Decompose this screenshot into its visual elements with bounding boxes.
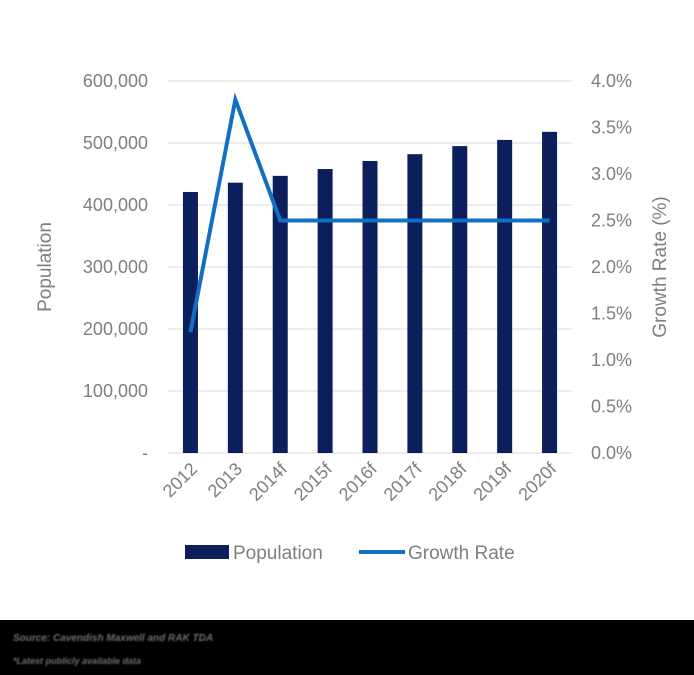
source-note: Source: Cavendish Maxwell and RAK TDA [13,633,214,644]
population-growth-chart: - 100,000 200,000 300,000 400,000 500,000 600,… [35,71,671,564]
x-axis-ticks: 2012 20132014f2015f2016f2017f2018f2019f20… [159,458,561,505]
population-bar [362,160,378,454]
x-axis-tick-label: 2014f [245,458,292,505]
legend-population-label: Population [233,543,323,564]
right-axis-tick-label: 2.0% [591,257,632,277]
right-axis-tick-label: 3.5% [591,118,632,138]
right-axis-tick-label: 4.0% [591,71,632,91]
right-axis-tick-label: 1.0% [591,350,632,370]
right-axis-tick-label: 0.0% [591,443,632,463]
left-axis-tick-label: 600,000 [83,71,148,91]
left-axis-tick-label: 400,000 [83,195,148,215]
x-axis-tick-label: 2012 [159,459,201,501]
left-axis-ticks: - 100,000 200,000 300,000 400,000 500,000 600,… [83,71,148,463]
right-axis-ticks: 0.0% 0.5% 1.0% 1.5% 2.0% 2.5% 3.0% 3.5% 4.0% [591,71,632,463]
right-axis-title: Growth Rate (%) [650,196,671,337]
population-bar [497,139,513,453]
legend-growth-rate-label: Growth Rate [408,543,515,564]
x-axis-tick-label: 2019f [470,458,517,505]
left-axis-tick-label: - [142,443,148,463]
right-axis-tick-label: 1.5% [591,304,632,324]
left-axis-tick-label: 100,000 [83,381,148,401]
left-axis-tick-label: 300,000 [83,257,148,277]
population-bar [452,146,468,453]
right-axis-tick-label: 3.0% [591,164,632,184]
x-axis-tick-label: 2015f [290,458,337,505]
population-bar [317,169,333,454]
population-bars [182,131,558,454]
right-axis-tick-label: 2.5% [591,211,632,231]
left-axis-tick-label: 200,000 [83,319,148,339]
population-bar [542,131,558,453]
x-axis-tick-label: 2018f [425,458,472,505]
x-axis-tick-label: 2020f [514,458,561,505]
data-footnote: *Latest publicly available data [13,656,142,666]
footer: Source: Cavendish Maxwell and RAK TDA *L… [0,620,694,675]
left-axis-tick-label: 500,000 [83,133,148,153]
population-bar [272,175,288,454]
population-bar [407,154,423,453]
population-bar [227,182,243,453]
growth-rate-line [188,92,550,333]
left-axis-title: Population [35,222,56,312]
legend-population-swatch [185,545,229,559]
x-axis-tick-label: 2017f [380,458,427,505]
x-axis-tick-label: 2016f [335,458,382,505]
right-axis-tick-label: 0.5% [591,397,632,417]
x-axis-tick-label: 2013 [204,459,246,501]
legend: Population Growth Rate [185,543,515,564]
